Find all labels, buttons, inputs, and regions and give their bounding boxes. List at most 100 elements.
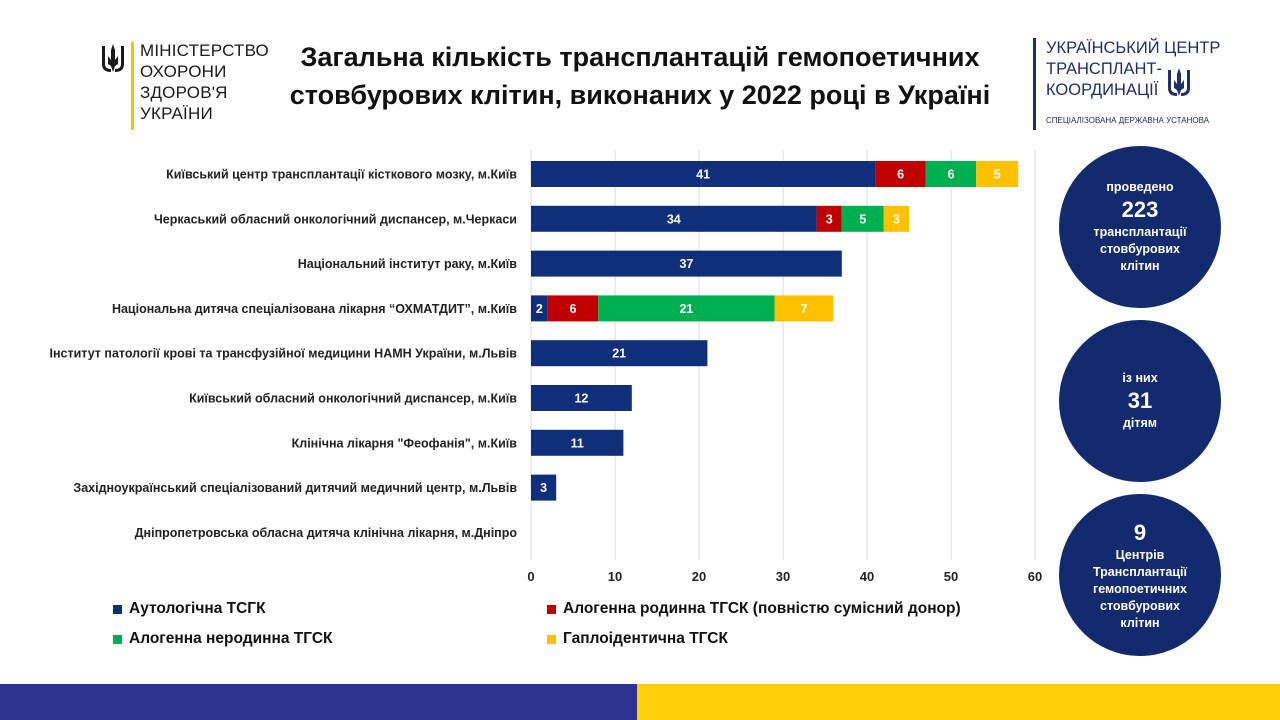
bar-segment	[547, 295, 599, 322]
bar-segment	[816, 205, 842, 232]
page-title: Загальна кількість трансплантацій гемопо…	[265, 38, 1015, 114]
data-label: 41	[696, 168, 710, 182]
bar-segment	[598, 295, 775, 322]
x-tick-label: 30	[776, 569, 790, 584]
bar-segment	[841, 205, 884, 232]
data-label: 21	[679, 302, 693, 316]
category-label: Черкаський обласний онкологічний диспанс…	[154, 212, 517, 226]
trident-icon	[102, 44, 124, 72]
stat-bottom-2: Трансплантації	[1093, 564, 1187, 579]
stat-bottom-4: стовбурових	[1100, 598, 1180, 613]
data-label: 7	[801, 302, 808, 316]
bar-segment	[531, 205, 817, 232]
data-label: 21	[612, 347, 626, 361]
logo-divider	[131, 42, 134, 130]
legend-haploidentical: Гаплоідентична ТГСК	[547, 630, 728, 648]
category-label: Інститут патології крові та трансфузійно…	[49, 347, 517, 361]
x-tick-label: 50	[944, 569, 958, 584]
data-label: 5	[994, 168, 1001, 182]
bar-segment	[531, 295, 548, 322]
center-subtitle: СПЕЦІАЛІЗОВАНА ДЕРЖАВНА УСТАНОВА	[1046, 116, 1210, 125]
data-label: 3	[893, 212, 900, 226]
bar-segment	[531, 474, 557, 501]
title-line-2: стовбурових клітин, виконаних у 2022 роц…	[289, 80, 991, 110]
category-label: Національна дитяча спеціалізована лікарн…	[112, 302, 517, 316]
category-label: Дніпропетровська обласна дитяча клінічна…	[135, 526, 518, 540]
legend-swatch	[113, 634, 122, 644]
bar-segment	[531, 385, 632, 411]
data-label: 37	[679, 257, 693, 271]
bar-segment	[531, 250, 842, 277]
legend-swatch	[547, 634, 556, 644]
x-axis-ticks: 0 10 20 30 40 50 60	[527, 569, 1042, 584]
stat-bottom-1: Центрів	[1115, 547, 1165, 562]
bar-segment	[531, 340, 708, 367]
x-tick-label: 20	[692, 569, 706, 584]
bar-segment	[976, 161, 1019, 187]
ministry-line-3: ЗДОРОВ'Я	[140, 83, 228, 102]
title-line-1: Загальна кількість трансплантацій гемопо…	[300, 42, 980, 72]
stat-circle-children: із них 31 дітям	[1059, 320, 1221, 482]
data-label: 6	[570, 302, 577, 316]
legend-swatch	[113, 604, 122, 614]
x-tick-label: 0	[527, 569, 534, 584]
category-label: Національний інститут раку, м.Київ	[298, 257, 518, 271]
transplant-center-logo: УКРАЇНСЬКИЙ ЦЕНТР ТРАНСПЛАНТ- КООРДИНАЦІ…	[1033, 38, 1248, 132]
data-label: 34	[667, 212, 681, 226]
stat-number: 9	[1133, 519, 1147, 545]
x-tick-label: 40	[860, 569, 874, 584]
data-label: 2	[536, 302, 543, 316]
category-label: Київський обласний онкологічний диспансе…	[189, 392, 517, 406]
legend-allogeneic-unrelated: Алогенна неродинна ТГСК	[113, 630, 332, 648]
stat-bottom-3: гемопоетичних	[1093, 581, 1187, 596]
stat-bottom-3: клітин	[1120, 259, 1160, 273]
bar-segment	[531, 429, 624, 456]
legend-label: Гаплоідентична ТГСК	[563, 630, 728, 647]
stat-circle-total: проведено 223 трансплантації стовбурових…	[1059, 146, 1221, 308]
category-labels: Київський центр трансплантації кістковог…	[49, 168, 517, 540]
footer-band-blue	[0, 684, 637, 720]
ministry-line-1: МІНІСТЕРСТВО	[140, 41, 269, 60]
data-label: 3	[826, 212, 833, 226]
stat-top: із них	[1122, 371, 1158, 385]
bar-segment	[883, 205, 909, 232]
ministry-name: МІНІСТЕРСТВО ОХОРОНИ ЗДОРОВ'Я УКРАЇНИ	[140, 40, 269, 124]
legend-swatch	[547, 604, 556, 614]
data-label: 12	[574, 392, 588, 406]
category-label: Київський центр трансплантації кістковог…	[166, 168, 517, 182]
stat-circle-centers: 9 Центрів Трансплантації гемопоетичних с…	[1059, 494, 1221, 656]
center-line-2: ТРАНСПЛАНТ-	[1046, 60, 1162, 78]
data-label: 11	[571, 436, 584, 450]
legend-label: Алогенна неродинна ТГСК	[129, 630, 333, 647]
legend-allogeneic-related: Алогенна родинна ТГСК (повністю сумісний…	[547, 600, 961, 618]
center-line-1: УКРАЇНСЬКИЙ ЦЕНТР	[1046, 39, 1221, 57]
data-label: 5	[859, 212, 866, 226]
stat-bottom-2: стовбурових	[1100, 242, 1180, 256]
category-label: Західноукраїнський спеціалізований дитяч…	[73, 481, 517, 495]
bar-segment	[531, 161, 876, 187]
center-name: УКРАЇНСЬКИЙ ЦЕНТР ТРАНСПЛАНТ- КООРДИНАЦІ…	[1046, 38, 1220, 101]
stat-bottom-1: трансплантації	[1093, 225, 1187, 239]
center-line-3: КООРДИНАЦІЇ	[1046, 81, 1159, 99]
bar-segment	[774, 295, 834, 322]
bar-segment	[925, 161, 977, 187]
ministry-line-2: ОХОРОНИ	[140, 62, 227, 81]
stat-number: 223	[1121, 197, 1159, 222]
data-label: 6	[897, 168, 904, 182]
ministry-logo: МІНІСТЕРСТВО ОХОРОНИ ЗДОРОВ'Я УКРАЇНИ	[100, 40, 269, 132]
stat-bottom-5: клітин	[1120, 615, 1160, 630]
bar-segment	[875, 161, 926, 187]
trident-icon	[1168, 68, 1190, 96]
ministry-line-4: УКРАЇНИ	[140, 104, 213, 123]
legend-autologous: Аутологічна ТСГК	[113, 600, 266, 618]
stat-number: 31	[1127, 388, 1153, 413]
legend-label: Алогенна родинна ТГСК (повністю сумісний…	[563, 600, 961, 617]
data-label: 3	[540, 481, 547, 495]
footer-band-yellow	[637, 684, 1280, 720]
stat-top: проведено	[1106, 180, 1174, 194]
x-tick-label: 60	[1028, 569, 1042, 584]
x-tick-label: 10	[608, 569, 622, 584]
legend-label: Аутологічна ТСГК	[129, 600, 266, 617]
